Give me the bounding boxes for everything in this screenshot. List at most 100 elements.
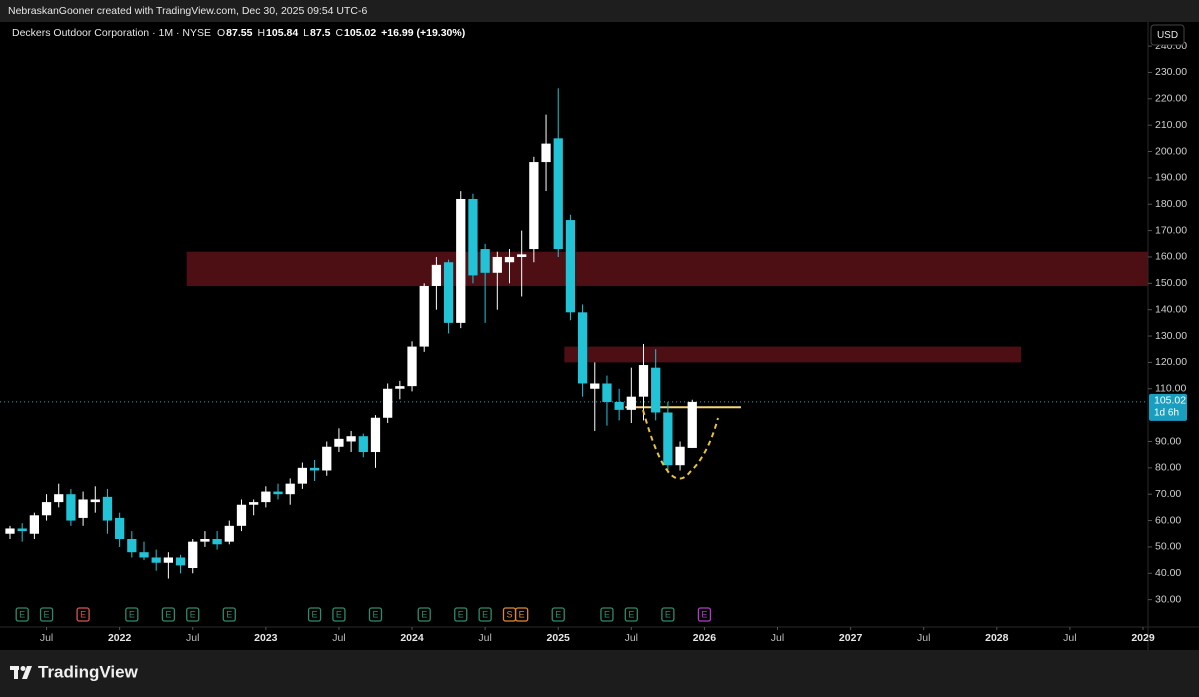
y-tick-label: 170.00	[1155, 224, 1187, 236]
candle-body	[334, 438, 344, 447]
event-marker-label: E	[165, 609, 171, 619]
y-tick-label: 60.00	[1155, 514, 1181, 526]
candle-body	[273, 491, 283, 495]
event-marker	[661, 607, 675, 622]
y-tick-label: 190.00	[1155, 172, 1187, 184]
candle-body	[188, 541, 198, 569]
event-marker	[332, 607, 346, 622]
y-tick-label: 180.00	[1155, 198, 1187, 210]
event-marker	[454, 607, 468, 622]
event-marker	[417, 607, 431, 622]
event-marker	[624, 607, 638, 622]
event-marker	[186, 607, 200, 622]
y-tick-label: 80.00	[1155, 462, 1181, 474]
candle-body	[346, 436, 356, 442]
ohlc-prefix: L	[303, 27, 309, 39]
y-tick-label: 110.00	[1155, 383, 1186, 395]
candle-body	[565, 220, 576, 313]
event-marker	[76, 607, 90, 622]
candle-body	[407, 346, 417, 387]
event-marker	[515, 607, 529, 622]
currency-button[interactable]	[1150, 24, 1185, 46]
candle-body	[66, 494, 76, 521]
candle-body	[468, 198, 478, 276]
candle-body	[297, 467, 308, 484]
legend: Deckers Outdoor Corporation · 1M · NYSE …	[12, 27, 465, 39]
logo-part	[14, 666, 18, 679]
header-bar	[0, 0, 1199, 22]
candle-body	[687, 401, 697, 448]
x-tick-label: Jul	[1063, 632, 1076, 644]
candle-body	[370, 417, 381, 453]
candle-body	[163, 557, 174, 563]
ohlc-value: 105.02	[344, 27, 376, 39]
y-tick-label: 150.00	[1155, 277, 1187, 289]
x-tick-label: Jul	[625, 632, 638, 644]
candle-body	[29, 515, 39, 534]
event-marker-label: E	[604, 609, 610, 619]
x-tick-label: 2027	[839, 632, 863, 644]
resistance-zone	[564, 346, 1022, 363]
candle-body	[41, 502, 52, 516]
candle-body	[261, 491, 271, 503]
candle-body	[614, 401, 624, 410]
ohlc-prefix: H	[257, 27, 265, 39]
footer-bar	[0, 650, 1199, 697]
candle-body	[249, 502, 259, 505]
y-tick-label: 140.00	[1155, 303, 1187, 315]
candle-body	[638, 365, 649, 397]
x-tick-label: Jul	[332, 632, 345, 644]
x-tick-label: Jul	[917, 632, 930, 644]
event-marker-label: E	[226, 609, 232, 619]
candle-body	[443, 262, 454, 323]
candle-body	[102, 496, 113, 521]
candle-body	[322, 446, 332, 471]
time-axis: Jul 2022 Jul 2023 Jul 2024 Jul 2025 Jul 2026 Jul 20…	[40, 627, 1155, 644]
candle-body	[175, 557, 186, 566]
candle-body	[127, 539, 137, 553]
event-marker-label: E	[665, 609, 671, 619]
resistance-zone	[186, 251, 1149, 286]
candle-body	[541, 143, 551, 163]
brand: TradingView	[38, 662, 139, 681]
last-price-label: 105.02	[1154, 395, 1186, 407]
event-marker-label: E	[190, 609, 196, 619]
candle-body	[663, 412, 673, 466]
y-tick-label: 200.00	[1155, 145, 1187, 157]
event-marker	[478, 607, 492, 622]
candle-body	[90, 499, 100, 503]
y-tick-label: 50.00	[1155, 541, 1181, 553]
y-tick-label: 90.00	[1155, 435, 1181, 447]
event-marker-label: E	[555, 609, 561, 619]
x-tick-label: Jul	[40, 632, 53, 644]
logo-part	[22, 666, 32, 679]
candle-body	[115, 517, 125, 540]
event-marker-label: E	[628, 609, 634, 619]
brand-logo	[10, 666, 32, 679]
event-marker-label: E	[701, 609, 707, 619]
ohlc-value: 87.5	[310, 27, 331, 39]
ohlc-value: 87.55	[226, 27, 252, 39]
logo-part	[20, 666, 26, 671]
candle-body	[553, 138, 563, 250]
y-tick-label: 220.00	[1155, 93, 1187, 105]
y-tick-label: 120.00	[1155, 356, 1187, 368]
y-tick-label: 210.00	[1155, 119, 1187, 131]
currency: USD	[1157, 30, 1178, 41]
x-tick-label: 2023	[254, 632, 278, 644]
x-tick-label: 2025	[547, 632, 571, 644]
candle-body	[17, 528, 27, 532]
event-marker-label: E	[482, 609, 488, 619]
event-marker-label: E	[458, 609, 464, 619]
x-tick-label: Jul	[186, 632, 199, 644]
y-tick-label: 40.00	[1155, 567, 1181, 579]
candle-body	[54, 494, 64, 503]
candle-body	[395, 386, 405, 389]
x-tick-label: Jul	[478, 632, 491, 644]
candle-body	[419, 285, 429, 347]
event-marker	[39, 607, 54, 622]
candle-body	[151, 557, 161, 563]
candle-body	[504, 256, 515, 263]
x-tick-label: 2024	[400, 632, 424, 644]
